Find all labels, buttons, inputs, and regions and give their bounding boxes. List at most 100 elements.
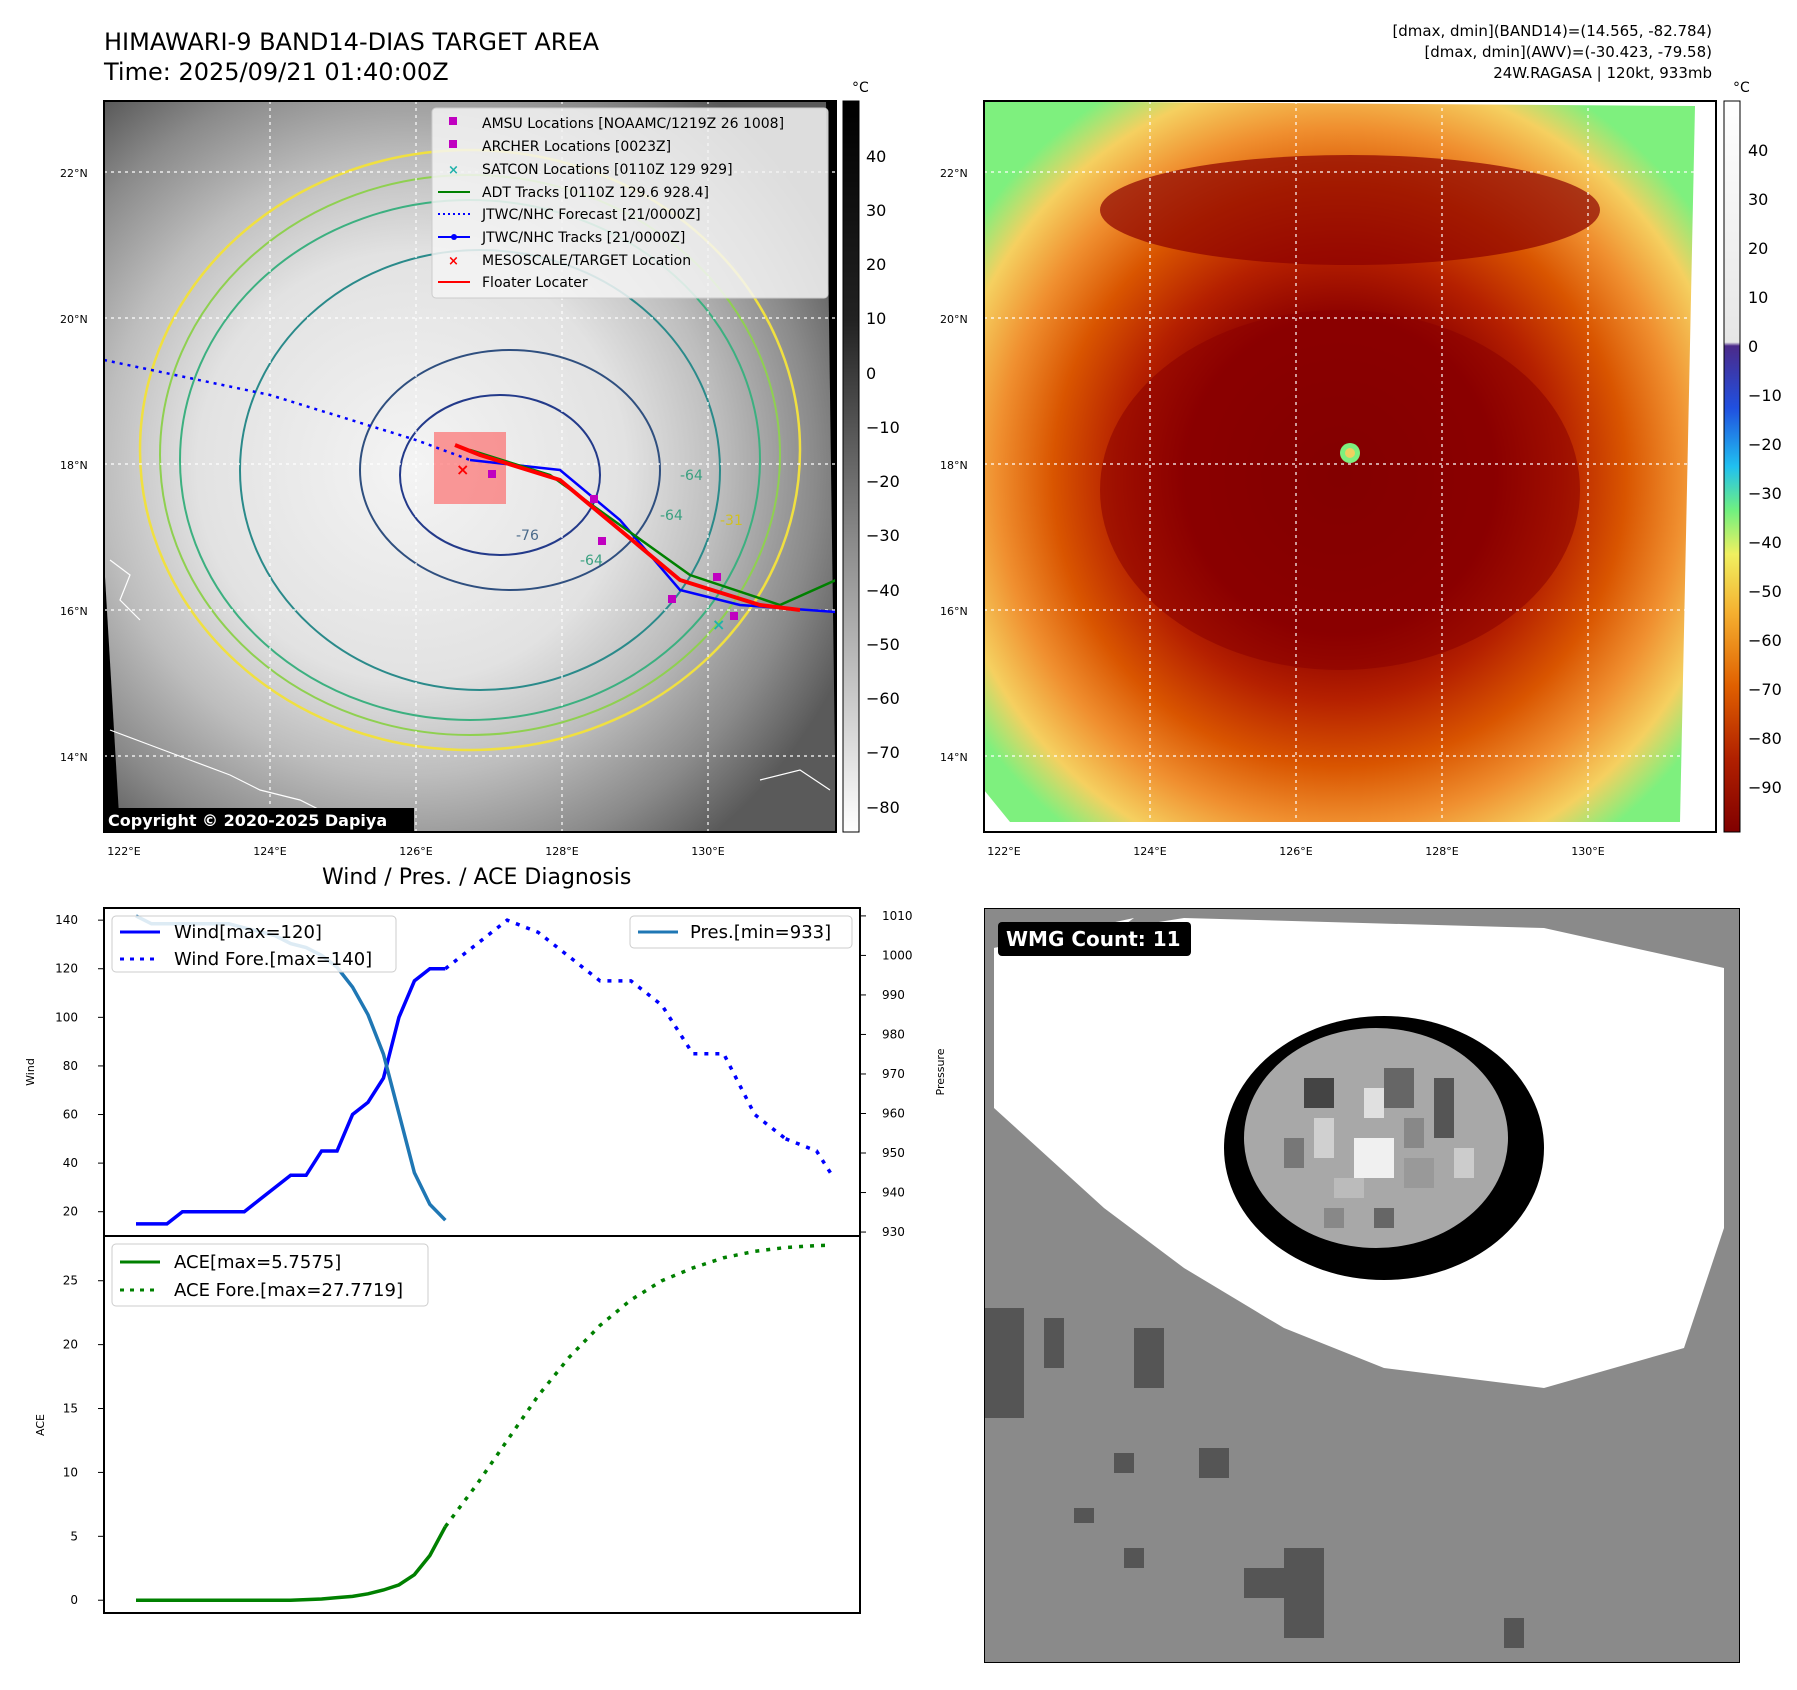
svg-text:−50: −50 (866, 635, 900, 654)
pressure-legend: Pres.[min=933] (629, 915, 853, 949)
right-colorbar (1723, 100, 1741, 833)
svg-text:×: × (448, 163, 459, 178)
svg-text:14°N: 14°N (60, 751, 88, 764)
diagnosis-title: Wind / Pres. / ACE Diagnosis (322, 865, 632, 890)
ace-tick: 25 (63, 1274, 78, 1288)
wind-tick: 140 (55, 913, 78, 927)
svg-text:20: 20 (866, 255, 886, 274)
contour-label: -76 (516, 528, 539, 544)
series-line-5 (443, 1243, 833, 1528)
legend-jtwc-forecast: JTWC/NHC Forecast [21/0000Z] (481, 207, 701, 223)
page-title: HIMAWARI-9 BAND14-DIAS TARGET AREA (104, 28, 600, 56)
svg-text:126°E: 126°E (1279, 845, 1312, 858)
wind-tick: 20 (63, 1205, 78, 1219)
svg-text:40: 40 (1748, 141, 1768, 160)
amsu-markers (488, 470, 738, 620)
svg-text:0: 0 (1748, 337, 1758, 356)
left-colorbar-unit: °C (852, 80, 869, 96)
svg-text:122°E: 122°E (987, 845, 1020, 858)
svg-text:22°N: 22°N (60, 167, 88, 180)
left-map-lat-labels: 22°N 20°N 18°N 16°N 14°N (60, 167, 88, 764)
copyright-box (104, 808, 414, 832)
svg-text:14°N: 14°N (940, 751, 968, 764)
svg-text:126°E: 126°E (399, 845, 432, 858)
contour-navy-inner (399, 394, 601, 556)
svg-text:16°N: 16°N (60, 605, 88, 618)
ace-tick: 10 (63, 1465, 78, 1479)
satcon-x: × (712, 615, 725, 634)
wind-axis-label: Wind (24, 1058, 37, 1086)
svg-text:124°E: 124°E (253, 845, 286, 858)
wmg-dark-patches (984, 1308, 1524, 1648)
mesoscale-target-x: × (456, 460, 469, 479)
pressure-tick: 970 (882, 1067, 905, 1081)
svg-text:10: 10 (866, 309, 886, 328)
svg-text:130°E: 130°E (691, 845, 724, 858)
svg-text:128°E: 128°E (545, 845, 578, 858)
wind-tick: 40 (63, 1156, 78, 1170)
svg-text:128°E: 128°E (1425, 845, 1458, 858)
legend-jtwc-tracks: JTWC/NHC Tracks [21/0000Z] (481, 230, 685, 246)
legend-ace-fore: ACE Fore.[max=27.7719] (174, 1280, 403, 1301)
copyright-text: Copyright © 2020-2025 Dapiya (108, 811, 387, 830)
left-map-frame (103, 100, 837, 833)
pressure-tick: 930 (882, 1225, 905, 1239)
svg-text:−70: −70 (1748, 680, 1782, 699)
coastline (109, 729, 331, 816)
svg-text:−20: −20 (866, 472, 900, 491)
svg-text:40: 40 (866, 147, 886, 166)
series-line-4 (136, 1525, 447, 1602)
ace-y-ticks: 0 5 10 15 20 25 (63, 1274, 104, 1607)
right-colorbar-unit: °C (1733, 80, 1750, 96)
legend-wind-fore: Wind Fore.[max=140] (174, 949, 372, 970)
wind-legend: Wind[max=120] Wind Fore.[max=140] (111, 915, 397, 973)
target-area-box (434, 432, 506, 504)
series-line-1 (444, 918, 787, 1141)
ace-tick: 15 (63, 1402, 78, 1416)
pressure-tick: 950 (882, 1146, 905, 1160)
wmg-panel: WMG Count: 11 (984, 908, 1740, 1663)
left-map-panel: -76 -64 -64 -64 -31 × × (60, 80, 1782, 858)
svg-text:18°N: 18°N (940, 459, 968, 472)
pressure-tick: 980 (882, 1027, 905, 1041)
left-colorbar (842, 100, 860, 833)
wind-tick: 100 (55, 1010, 78, 1024)
svg-text:20°N: 20°N (60, 313, 88, 326)
series-line-2 (784, 1137, 834, 1177)
contour-navy-outer (359, 349, 661, 591)
series-line-0 (136, 966, 446, 1226)
legend-amsu: AMSU Locations [NOAAMC/1219Z 26 1008] (482, 116, 784, 132)
legend-pressure: Pres.[min=933] (690, 922, 831, 943)
pressure-tick: 1010 (882, 909, 913, 923)
svg-text:124°E: 124°E (1133, 845, 1166, 858)
right-map-lat-labels: 22°N 20°N 18°N 16°N 14°N (940, 167, 968, 764)
right-map-frame (983, 100, 1717, 833)
svg-text:−90: −90 (1748, 778, 1782, 797)
svg-text:−40: −40 (866, 581, 900, 600)
ace-axis-label: ACE (34, 1414, 47, 1436)
coastline (759, 769, 831, 791)
legend-satcon: SATCON Locations [0110Z 129 929] (482, 162, 733, 178)
cold-band-north (1100, 155, 1600, 265)
svg-text:−80: −80 (866, 798, 900, 817)
legend-archer: ARCHER Locations [0023Z] (482, 139, 671, 155)
right-colorbar-ticks: 40 30 20 10 0 −10 −20 −30 −40 −50 −60 −7… (1748, 141, 1782, 797)
contour-label: -64 (580, 553, 603, 569)
wmg-eye-pixels (1284, 1068, 1474, 1228)
svg-text:−10: −10 (1748, 386, 1782, 405)
svg-text:30: 30 (1748, 190, 1768, 209)
ace-tick: 5 (70, 1529, 78, 1543)
svg-text:−60: −60 (866, 689, 900, 708)
svg-text:22°N: 22°N (940, 167, 968, 180)
pressure-axis-label: Pressure (934, 1048, 947, 1095)
svg-text:−50: −50 (1748, 582, 1782, 601)
contour-label: -31 (720, 513, 743, 529)
svg-text:−40: −40 (1748, 533, 1782, 552)
wind-tick: 120 (55, 962, 78, 976)
legend-mesoscale: MESOSCALE/TARGET Location (482, 253, 691, 269)
info-band14-range: [dmax, dmin](BAND14)=(14.565, -82.784) (1392, 22, 1712, 40)
legend-floater: Floater Locater (482, 275, 588, 291)
svg-text:16°N: 16°N (940, 605, 968, 618)
coastline (109, 559, 141, 621)
floater-locater-line (454, 443, 801, 612)
